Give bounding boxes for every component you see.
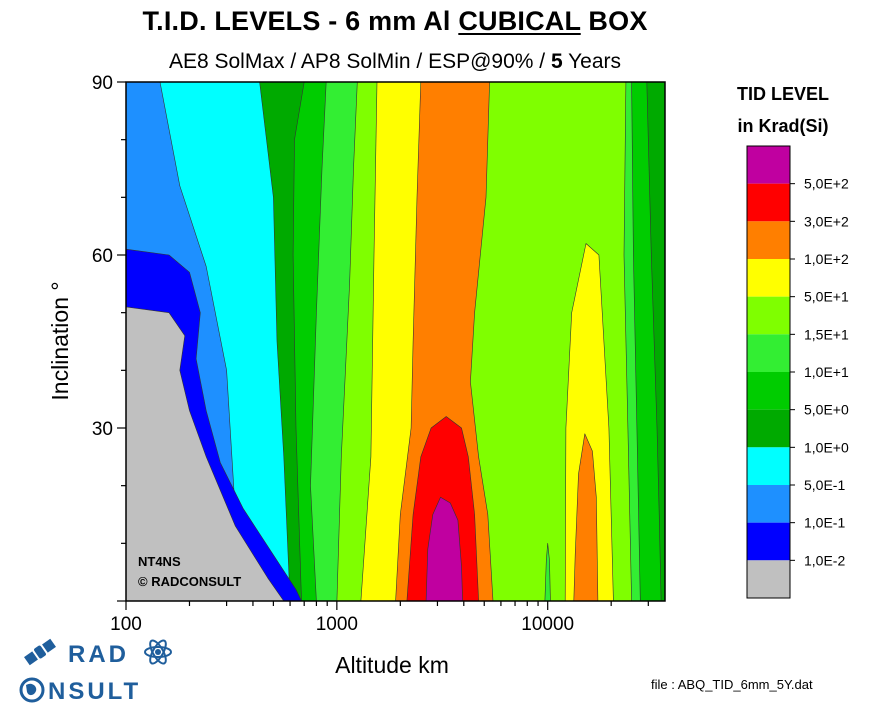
contour-region-500 bbox=[425, 496, 463, 601]
x-tick-label: 1000 bbox=[316, 614, 358, 635]
atom-icon bbox=[144, 639, 172, 665]
radconsult-logo: RAD NSULT bbox=[19, 638, 172, 704]
legend-label: 5,0E+1 bbox=[804, 289, 849, 305]
y-axis-ticks: 30 60 90 bbox=[92, 73, 126, 602]
x-axis-ticks: 100 1000 10000 bbox=[110, 601, 649, 635]
logo-word-nsult: NSULT bbox=[48, 678, 141, 704]
title-underlined: CUBICAL bbox=[458, 6, 581, 36]
legend-swatch bbox=[747, 447, 790, 485]
subtitle-text: AE8 SolMax / AP8 SolMin / ESP@90% / bbox=[168, 50, 551, 73]
legend-swatch bbox=[747, 372, 790, 410]
legend-swatch bbox=[747, 334, 790, 372]
contour-region-0.5 bbox=[159, 82, 291, 601]
legend-label: 5,0E-1 bbox=[804, 477, 845, 493]
annotation-copyright: © RADCONSULT bbox=[138, 574, 241, 589]
y-tick-label: 90 bbox=[92, 73, 113, 94]
globe-icon bbox=[19, 677, 45, 703]
x-tick-label: 100 bbox=[110, 614, 142, 635]
contour-region-100b bbox=[573, 433, 599, 601]
legend-label: 1,5E+1 bbox=[804, 326, 849, 342]
legend-label: 1,0E-1 bbox=[804, 515, 845, 531]
legend-label: 1,0E+0 bbox=[804, 439, 849, 455]
legend-swatch bbox=[747, 296, 790, 335]
color-legend: 5,0E+2 3,0E+2 1,0E+2 5,0E+1 1,5E+1 1,0E+1 5,0E… bbox=[746, 145, 849, 599]
legend-title-line2: in Krad(Si) bbox=[737, 116, 828, 136]
plot-frame bbox=[125, 81, 666, 602]
file-label: file : ABQ_TID_6mm_5Y.dat bbox=[651, 677, 813, 692]
legend-label: 5,0E+0 bbox=[804, 402, 849, 418]
legend-swatch bbox=[747, 485, 790, 523]
chart-title: T.I.D. LEVELS - 6 mm Al CUBICAL BOX bbox=[0, 6, 790, 37]
legend-swatch bbox=[747, 146, 790, 184]
legend-label: 3,0E+2 bbox=[804, 213, 849, 229]
subtitle-years: 5 bbox=[550, 50, 563, 73]
satellite-icon bbox=[24, 638, 56, 666]
contour-regions bbox=[126, 82, 665, 601]
x-axis-label: Altitude km bbox=[335, 652, 449, 678]
y-axis-label: Inclination ° bbox=[47, 281, 73, 400]
title-suffix: BOX bbox=[580, 6, 648, 36]
legend-swatch bbox=[747, 522, 790, 561]
legend-swatch bbox=[747, 221, 790, 259]
legend-frame bbox=[746, 145, 791, 599]
x-tick-label: 10000 bbox=[521, 614, 574, 635]
legend-label: 1,0E+2 bbox=[804, 251, 849, 267]
y-tick-label: 60 bbox=[92, 246, 113, 267]
legend-label: 1,0E+1 bbox=[804, 364, 849, 380]
legend-swatch bbox=[747, 560, 790, 598]
legend-label: 1,0E-2 bbox=[804, 552, 845, 568]
contour-region-10b bbox=[544, 542, 551, 601]
legend-label: 5,0E+2 bbox=[804, 176, 849, 192]
chart-subtitle: AE8 SolMax / AP8 SolMin / ESP@90% / 5 Ye… bbox=[0, 50, 790, 74]
title-text: T.I.D. LEVELS - 6 mm Al bbox=[142, 6, 459, 36]
contour-region-0.01 bbox=[126, 306, 285, 601]
y-tick-label: 30 bbox=[92, 419, 113, 440]
legend-swatch bbox=[747, 183, 790, 222]
subtitle-suffix: Years bbox=[562, 50, 622, 73]
legend-swatch bbox=[747, 259, 790, 297]
logo-word-rad: RAD bbox=[68, 641, 129, 668]
annotation-callsign: NT4NS bbox=[138, 554, 181, 569]
legend-title-line1: TID LEVEL bbox=[737, 84, 829, 104]
legend-swatch bbox=[747, 409, 790, 448]
